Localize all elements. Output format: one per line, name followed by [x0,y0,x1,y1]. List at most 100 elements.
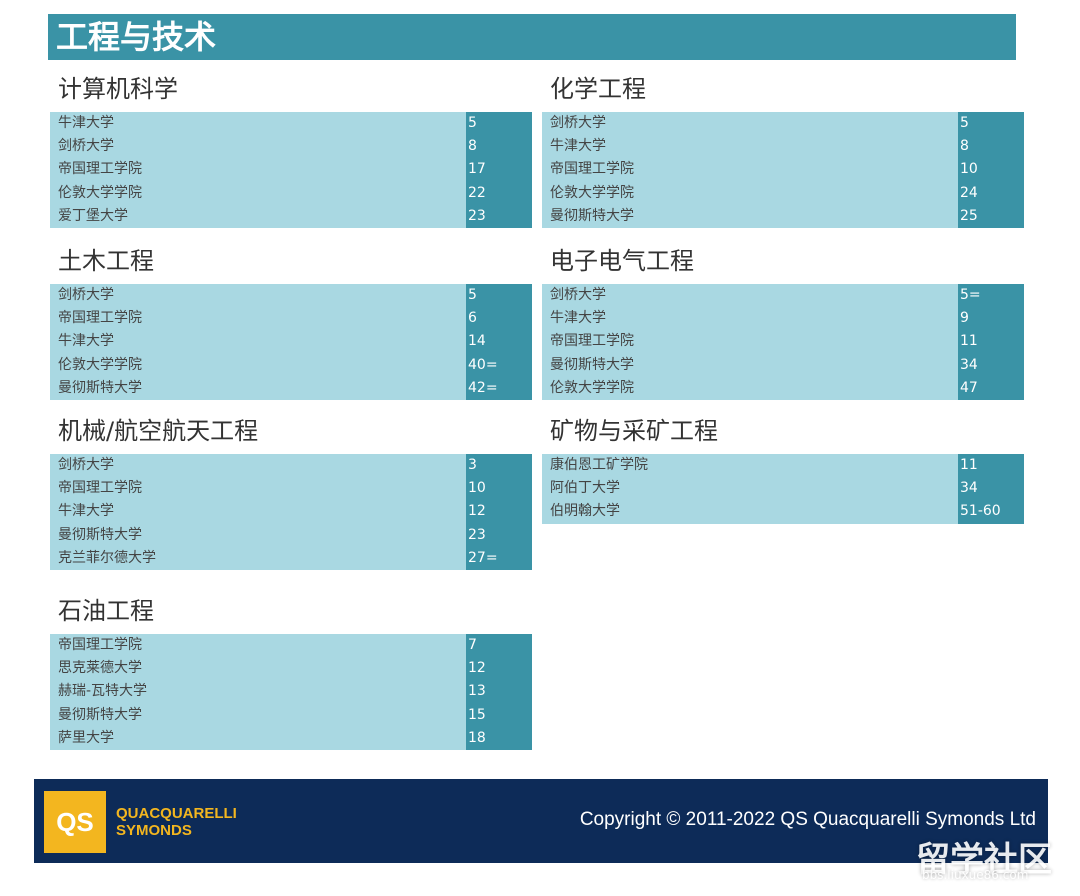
rank-value: 5 [466,284,532,308]
page-title: 工程与技术 [48,14,1016,60]
rank-value: 10 [466,477,532,501]
university-name: 曼彻斯特大学 [50,376,466,400]
university-name: 帝国理工学院 [50,307,466,331]
rank-value: 5= [958,284,1024,308]
table-row: 康伯恩工矿学院 11 [542,454,1024,478]
rank-value: 25 [958,204,1024,228]
rank-value: 7 [466,634,532,658]
table-row: 牛津大学 8 [542,135,1024,159]
table-row: 克兰菲尔德大学 27= [50,546,532,570]
ranking-table: 康伯恩工矿学院 11 阿伯丁大学 34 伯明翰大学 51-60 [542,454,1024,524]
university-name: 牛津大学 [50,500,466,524]
table-row: 剑桥大学 5= [542,284,1024,308]
table-row: 赫瑞-瓦特大学 13 [50,680,532,704]
rank-value: 3 [466,454,532,478]
brand-line-2: SYMONDS [116,822,192,839]
university-name: 帝国理工学院 [542,158,958,182]
university-name: 曼彻斯特大学 [50,523,466,547]
section-title: 计算机科学 [58,75,178,103]
rank-value: 10 [958,158,1024,182]
rank-value: 34 [958,477,1024,501]
section-mining-engineering: 矿物与采矿工程 康伯恩工矿学院 11 阿伯丁大学 34 伯明翰大学 51-60 [542,414,1024,524]
university-name: 曼彻斯特大学 [542,204,958,228]
university-name: 牛津大学 [50,112,466,136]
rank-value: 23 [466,523,532,547]
table-row: 伦敦大学学院 22 [50,181,532,205]
table-row: 帝国理工学院 7 [50,634,532,658]
table-row: 伦敦大学学院 24 [542,181,1024,205]
table-row: 牛津大学 12 [50,500,532,524]
table-row: 帝国理工学院 6 [50,307,532,331]
brand-name: QUACQUARELLI SYMONDS [116,805,237,839]
rank-value: 8 [958,135,1024,159]
university-name: 萨里大学 [50,726,466,750]
footer-bar: QS QUACQUARELLI SYMONDS Copyright © 2011… [34,779,1048,863]
rank-value: 42= [466,376,532,400]
university-name: 帝国理工学院 [50,158,466,182]
table-row: 阿伯丁大学 34 [542,477,1024,501]
rank-value: 5 [466,112,532,136]
ranking-table: 剑桥大学 5 牛津大学 8 帝国理工学院 10 伦敦大学学院 24 曼彻斯特大学 25 [542,112,1024,228]
table-row: 思克莱德大学 12 [50,657,532,681]
rank-value: 14 [466,330,532,354]
section-chemical-engineering: 化学工程 剑桥大学 5 牛津大学 8 帝国理工学院 10 伦敦大学学院 24 曼彻斯特大… [542,72,1024,228]
ranking-table: 剑桥大学 3 帝国理工学院 10 牛津大学 12 曼彻斯特大学 23 克兰菲尔德大学 27… [50,454,532,570]
university-name: 赫瑞-瓦特大学 [50,680,466,704]
section-title: 机械/航空航天工程 [58,417,259,445]
rank-value: 12 [466,657,532,681]
university-name: 帝国理工学院 [542,330,958,354]
rank-value: 22 [466,181,532,205]
rank-value: 15 [466,703,532,727]
rank-value: 12 [466,500,532,524]
rank-value: 51-60 [958,500,1024,524]
rank-value: 47 [958,376,1024,400]
rank-value: 6 [466,307,532,331]
table-row: 帝国理工学院 10 [542,158,1024,182]
table-row: 萨里大学 18 [50,726,532,750]
table-row: 曼彻斯特大学 23 [50,523,532,547]
rank-value: 13 [466,680,532,704]
rank-value: 9 [958,307,1024,331]
rank-value: 24 [958,181,1024,205]
table-row: 曼彻斯特大学 15 [50,703,532,727]
university-name: 牛津大学 [50,330,466,354]
watermark-text: 留学社区 [916,840,1052,880]
section-title: 矿物与采矿工程 [550,417,718,445]
university-name: 康伯恩工矿学院 [542,454,958,478]
university-name: 伦敦大学学院 [542,181,958,205]
table-row: 剑桥大学 5 [50,284,532,308]
table-row: 牛津大学 5 [50,112,532,136]
university-name: 伦敦大学学院 [50,353,466,377]
ranking-table: 帝国理工学院 7 思克莱德大学 12 赫瑞-瓦特大学 13 曼彻斯特大学 15 萨里大学… [50,634,532,750]
table-row: 剑桥大学 3 [50,454,532,478]
university-name: 剑桥大学 [50,454,466,478]
table-row: 曼彻斯特大学 25 [542,204,1024,228]
rank-value: 11 [958,454,1024,478]
university-name: 曼彻斯特大学 [542,353,958,377]
university-name: 剑桥大学 [542,112,958,136]
brand-line-1: QUACQUARELLI [116,805,237,822]
university-name: 爱丁堡大学 [50,204,466,228]
rank-value: 11 [958,330,1024,354]
table-row: 伦敦大学学院 47 [542,376,1024,400]
university-name: 伯明翰大学 [542,500,958,524]
university-name: 曼彻斯特大学 [50,703,466,727]
university-name: 牛津大学 [542,135,958,159]
table-row: 曼彻斯特大学 34 [542,353,1024,377]
table-row: 帝国理工学院 10 [50,477,532,501]
watermark-url: bbs.liuxue86.com [922,868,1029,882]
table-row: 牛津大学 14 [50,330,532,354]
section-title: 石油工程 [58,597,154,625]
university-name: 帝国理工学院 [50,634,466,658]
rank-value: 8 [466,135,532,159]
qs-logo: QS [44,791,106,853]
table-row: 伯明翰大学 51-60 [542,500,1024,524]
university-name: 剑桥大学 [50,135,466,159]
university-name: 思克莱德大学 [50,657,466,681]
ranking-table: 剑桥大学 5= 牛津大学 9 帝国理工学院 11 曼彻斯特大学 34 伦敦大学学院 47 [542,284,1024,400]
university-name: 伦敦大学学院 [542,376,958,400]
table-row: 曼彻斯特大学 42= [50,376,532,400]
university-name: 克兰菲尔德大学 [50,546,466,570]
table-row: 伦敦大学学院 40= [50,353,532,377]
ranking-table: 牛津大学 5 剑桥大学 8 帝国理工学院 17 伦敦大学学院 22 爱丁堡大学 23 [50,112,532,228]
